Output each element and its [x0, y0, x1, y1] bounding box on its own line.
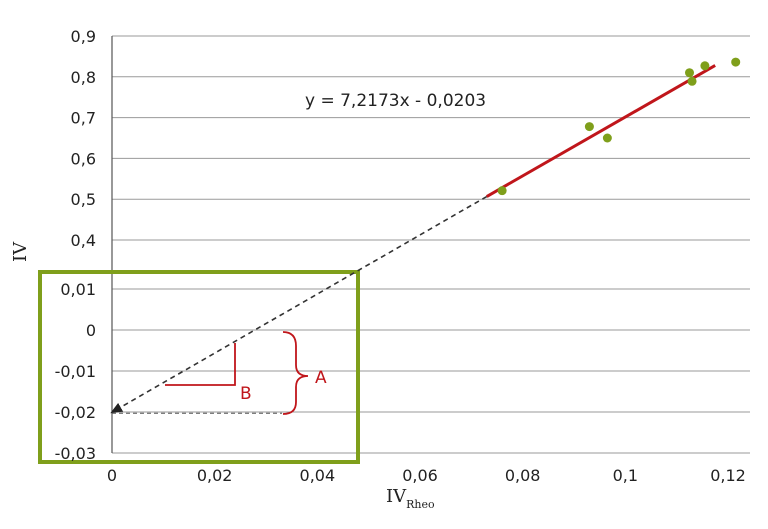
extrapolation-line: [110, 195, 488, 414]
data-point: [687, 76, 697, 86]
y-tick-label-top: 0,5: [71, 190, 96, 209]
y-tick-label-top: 0,7: [71, 109, 96, 128]
grid-layer: [112, 35, 750, 454]
trendline: [485, 64, 716, 198]
data-point: [731, 57, 741, 67]
tick-label-layer: 0,9 0,8 0,7 0,6 0,5 0,4 0,01 0 -0,01 -0,02 -0,03 0 0…: [55, 27, 746, 485]
y-axis-title: IV: [10, 241, 31, 262]
y-tick-label-top: 0,4: [71, 231, 96, 250]
y-tick-label-bottom: 0,01: [60, 280, 96, 299]
annotation-a-label: A: [315, 368, 327, 388]
x-axis-title-subscript: Rheo: [406, 498, 435, 511]
x-axis-title-main: IV: [386, 486, 407, 507]
x-tick-label: 0,04: [300, 466, 336, 485]
trendline-equation: y = 7,2173x - 0,0203: [305, 91, 486, 111]
y-tick-label-bottom: -0,03: [55, 444, 96, 463]
x-tick-label: 0,12: [710, 466, 746, 485]
x-axis-title: IVRheo: [386, 486, 435, 511]
x-tick-label: 0,06: [402, 466, 438, 485]
y-tick-label-bottom: 0: [86, 321, 96, 340]
data-point: [700, 61, 710, 71]
data-points: [497, 57, 741, 196]
inset-frame: [38, 270, 360, 464]
y-tick-label-bottom: -0,02: [55, 403, 96, 422]
data-point: [602, 133, 612, 143]
y-tick-label-top: 0,9: [71, 27, 96, 46]
x-tick-label: 0,02: [197, 466, 233, 485]
y-tick-label-bottom: -0,01: [55, 362, 96, 381]
data-point: [497, 186, 507, 196]
y-tick-label-top: 0,6: [71, 149, 96, 168]
annotation-b-label: B: [240, 384, 252, 404]
annotation-a-brace: [282, 331, 309, 415]
x-tick-label: 0,1: [613, 466, 638, 485]
x-tick-label: 0,08: [505, 466, 541, 485]
data-point: [685, 68, 694, 78]
annotation-b-slope-marker: [165, 343, 236, 386]
data-point: [584, 122, 594, 132]
y-tick-label-top: 0,8: [71, 68, 96, 87]
x-tick-label: 0: [107, 466, 117, 485]
